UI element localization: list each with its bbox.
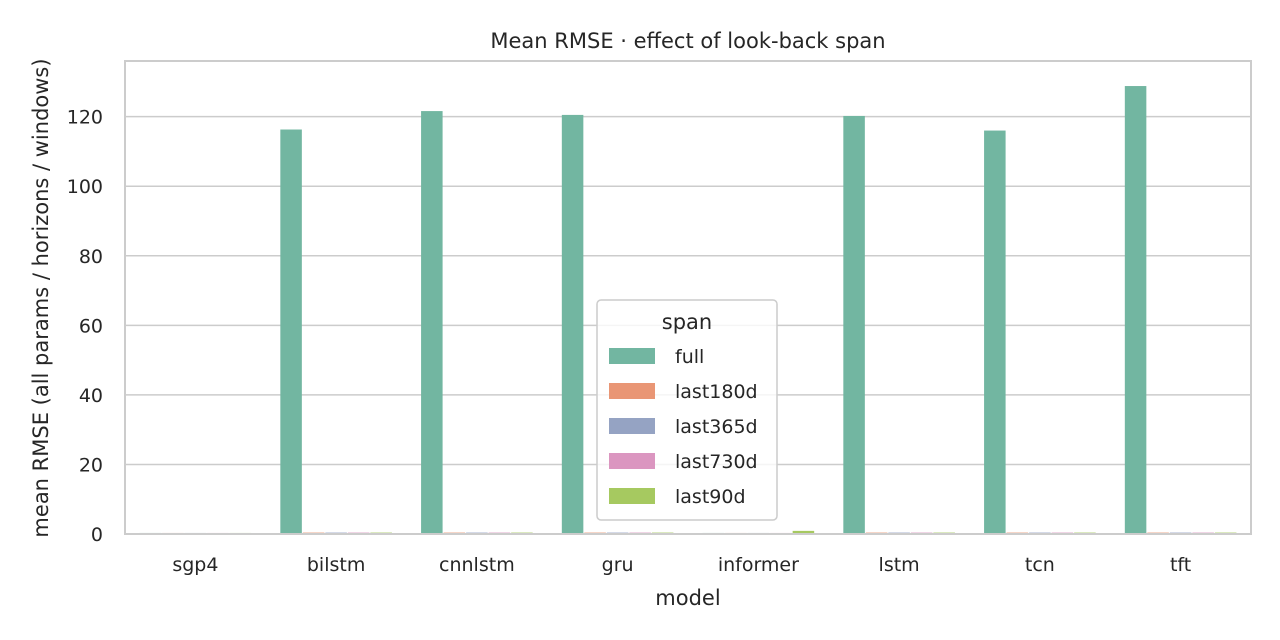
x-tick-label: gru (602, 554, 634, 576)
bar-lstm-full (843, 115, 865, 534)
x-tick-label: tft (1170, 554, 1191, 576)
legend-items: full last180d last365d last730d last90d (609, 346, 758, 508)
legend: span full last180d last365d last730d last90d (596, 299, 778, 521)
y-tick-label: 40 (79, 385, 103, 407)
y-tick-label: 60 (79, 315, 103, 337)
plot-frame (124, 60, 1252, 535)
y-tick-label: 120 (67, 107, 103, 129)
x-tick-label: tcn (1025, 554, 1055, 576)
x-axis-label: model (655, 586, 720, 610)
x-tick-label: sgp4 (172, 554, 218, 576)
y-tick-label: 80 (79, 246, 103, 268)
x-tick-label: informer (718, 554, 799, 576)
legend-swatch-last730d (609, 453, 655, 469)
y-axis-label: mean RMSE (all params / horizons / windo… (29, 58, 53, 537)
bar-informer-last90d (792, 530, 815, 534)
legend-swatch-last365d (609, 418, 655, 434)
legend-label-last730d: last730d (675, 451, 758, 473)
y-tick-label: 0 (91, 524, 103, 546)
legend-title: span (662, 310, 712, 334)
legend-label-last90d: last90d (675, 486, 746, 508)
legend-swatch-last180d (609, 383, 655, 399)
x-tick-label: lstm (879, 554, 920, 576)
bar-bilstm-full (280, 129, 302, 534)
y-tick-label: 20 (79, 454, 103, 476)
x-tick-label: bilstm (307, 554, 365, 576)
legend-label-last180d: last180d (675, 381, 758, 403)
legend-swatch-last90d (609, 488, 655, 504)
legend-swatch-full (609, 348, 655, 364)
chart-title: Mean RMSE · effect of look-back span (490, 29, 885, 53)
y-axis-ticks: 0 20 40 60 80 100 120 (67, 107, 103, 546)
bar-gru-full (561, 114, 584, 535)
legend-label-last365d: last365d (675, 416, 758, 438)
bar-tft-full (1124, 86, 1147, 535)
legend-label-full: full (675, 346, 704, 368)
x-tick-label: cnnlstm (439, 554, 515, 576)
bar-cnnlstm-full (421, 111, 443, 535)
y-tick-label: 100 (67, 176, 103, 198)
bar-tcn-full (984, 130, 1006, 534)
x-axis-ticks: sgp4 bilstm cnnlstm gru informer lstm tcn tft (172, 554, 1191, 576)
